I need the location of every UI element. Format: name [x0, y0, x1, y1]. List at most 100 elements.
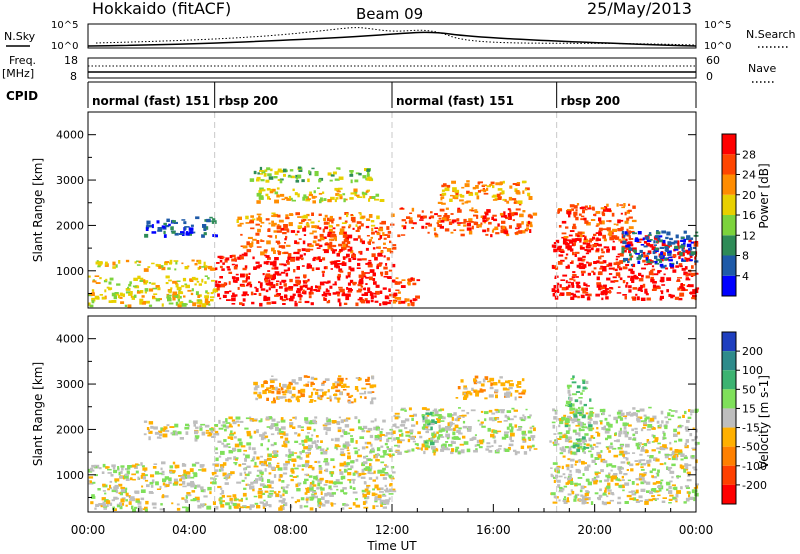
heatmap-cell [507, 215, 512, 220]
heatmap-cell [279, 286, 283, 289]
heatmap-cell [225, 425, 230, 429]
heatmap-cell [649, 455, 654, 459]
heatmap-cell [352, 257, 357, 260]
heatmap-cell [376, 215, 380, 220]
heatmap-cell [253, 266, 257, 270]
heatmap-cell [421, 225, 425, 229]
heatmap-cell [292, 476, 297, 478]
heatmap-cell [256, 456, 260, 460]
heatmap-cell [406, 216, 411, 219]
heatmap-cell [425, 446, 428, 450]
heatmap-cell [258, 195, 264, 200]
heatmap-cell [394, 450, 400, 453]
heatmap-cell [689, 259, 693, 262]
heatmap-cell [394, 299, 398, 303]
heatmap-cell [266, 301, 271, 305]
heatmap-cell [343, 198, 346, 203]
heatmap-cell [285, 214, 289, 218]
heatmap-cell [181, 219, 186, 221]
heatmap-cell [188, 227, 194, 231]
heatmap-cell [461, 202, 465, 205]
heatmap-cell [237, 287, 240, 290]
heatmap-cell [685, 257, 691, 261]
heatmap-cell [298, 443, 302, 445]
heatmap-cell [506, 233, 510, 237]
heatmap-cell [289, 213, 294, 216]
heatmap-cell [234, 498, 239, 501]
heatmap-cell [337, 298, 341, 303]
heatmap-cell [219, 260, 223, 263]
heatmap-cell [270, 426, 273, 430]
heatmap-cell [373, 426, 378, 431]
heatmap-cell [444, 213, 448, 217]
heatmap-cell [685, 277, 689, 280]
heatmap-cell [581, 390, 585, 392]
heatmap-cell [558, 254, 564, 257]
heatmap-cell [256, 192, 262, 197]
heatmap-cell [104, 289, 107, 293]
heatmap-cell [357, 235, 361, 239]
heatmap-cell [473, 449, 478, 453]
heatmap-cell [397, 439, 403, 444]
heatmap-cell [521, 221, 524, 224]
heatmap-cell [225, 422, 231, 424]
heatmap-cell [640, 297, 646, 301]
heatmap-cell [353, 191, 358, 194]
heatmap-cell [527, 192, 531, 197]
heatmap-cell [287, 458, 292, 461]
heatmap-cell [347, 282, 351, 286]
heatmap-cell [228, 505, 232, 510]
heatmap-cell [577, 234, 582, 238]
heatmap-cell [356, 267, 361, 269]
heatmap-cell [642, 462, 647, 466]
heatmap-cell [252, 218, 256, 221]
heatmap-cell [638, 272, 642, 276]
heatmap-cell [242, 267, 247, 271]
heatmap-cell [190, 476, 195, 479]
heatmap-cell [172, 470, 175, 473]
heatmap-cell [650, 261, 653, 264]
heatmap-cell [277, 179, 281, 181]
heatmap-cell [278, 490, 281, 493]
heatmap-cell [209, 428, 214, 431]
heatmap-cell [516, 223, 522, 227]
heatmap-cell [691, 296, 696, 300]
heatmap-cell [376, 246, 380, 249]
heatmap-cell [367, 176, 372, 180]
heatmap-cell [205, 432, 210, 434]
heatmap-cell [568, 440, 573, 443]
heatmap-cell [522, 190, 525, 194]
heatmap-cell [105, 500, 111, 504]
heatmap-cell [119, 475, 123, 479]
heatmap-cell [407, 303, 410, 307]
heatmap-cell [325, 417, 329, 421]
heatmap-cell [389, 293, 394, 297]
heatmap-cell [578, 459, 581, 463]
heatmap-cell [208, 431, 213, 435]
heatmap-cell [434, 232, 437, 235]
heatmap-cell [581, 426, 584, 429]
heatmap-cell [183, 221, 187, 225]
heatmap-cell [491, 229, 495, 233]
colorbar-tick-label: 16 [742, 209, 756, 222]
heatmap-cell [224, 428, 227, 432]
heatmap-cell [312, 388, 316, 391]
heatmap-cell [664, 257, 669, 259]
heatmap-cell [608, 220, 612, 223]
heatmap-cell [185, 474, 191, 479]
heatmap-cell [665, 248, 669, 252]
heatmap-cell [401, 300, 406, 304]
heatmap-cell [232, 292, 235, 296]
heatmap-cell [141, 300, 146, 305]
heatmap-cell [315, 285, 318, 289]
heatmap-cell [246, 465, 251, 468]
heatmap-cell [529, 414, 532, 417]
heatmap-cell [604, 417, 608, 421]
colorbar-swatch [722, 351, 736, 371]
heatmap-cell [305, 435, 309, 440]
heatmap-cell [559, 452, 564, 455]
heatmap-cell [349, 246, 353, 251]
heatmap-cell [252, 505, 255, 508]
heatmap-cell [379, 255, 383, 257]
heatmap-cell [616, 439, 620, 443]
